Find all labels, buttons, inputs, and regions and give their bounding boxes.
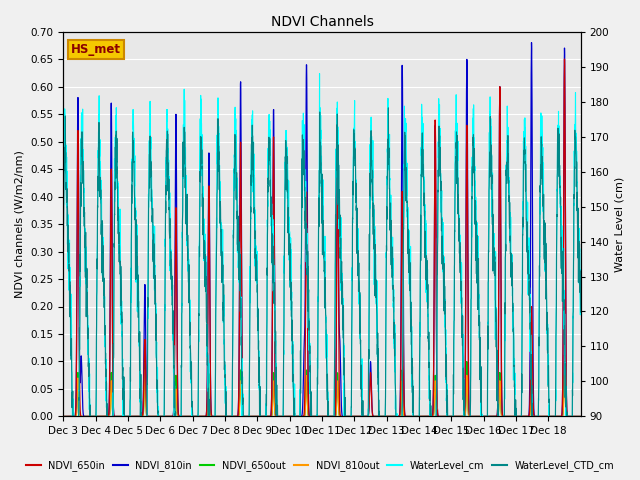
Text: HS_met: HS_met	[71, 43, 121, 56]
WaterLevel_CTD_cm	[572, 136, 579, 142]
Line: WaterLevel_CTD_cm: WaterLevel_CTD_cm	[63, 108, 580, 417]
WaterLevel_cm	[498, 414, 506, 420]
WaterLevel_CTD_cm	[166, 231, 173, 237]
WaterLevel_cm	[467, 307, 475, 312]
WaterLevel_CTD_cm	[467, 330, 475, 336]
Title: NDVI Channels: NDVI Channels	[271, 15, 374, 29]
WaterLevel_cm	[577, 299, 584, 304]
Legend: NDVI_650in, NDVI_810in, NDVI_650out, NDVI_810out, WaterLevel_cm, WaterLevel_CTD_: NDVI_650in, NDVI_810in, NDVI_650out, NDV…	[22, 456, 618, 475]
WaterLevel_CTD_cm	[69, 414, 77, 420]
WaterLevel_cm	[316, 71, 323, 76]
WaterLevel_CTD_cm	[388, 259, 396, 264]
Line: WaterLevel_cm: WaterLevel_cm	[63, 73, 580, 417]
Y-axis label: Water Level (cm): Water Level (cm)	[615, 176, 625, 272]
Y-axis label: NDVI channels (W/m2/nm): NDVI channels (W/m2/nm)	[15, 150, 25, 298]
WaterLevel_CTD_cm	[577, 309, 584, 315]
WaterLevel_CTD_cm	[60, 241, 67, 247]
WaterLevel_CTD_cm	[434, 187, 442, 193]
WaterLevel_cm	[434, 206, 442, 212]
WaterLevel_cm	[572, 123, 579, 129]
WaterLevel_cm	[68, 414, 76, 420]
WaterLevel_CTD_cm	[498, 414, 506, 420]
WaterLevel_CTD_cm	[385, 105, 392, 111]
WaterLevel_cm	[60, 182, 67, 188]
WaterLevel_cm	[166, 202, 173, 207]
WaterLevel_cm	[388, 251, 396, 257]
